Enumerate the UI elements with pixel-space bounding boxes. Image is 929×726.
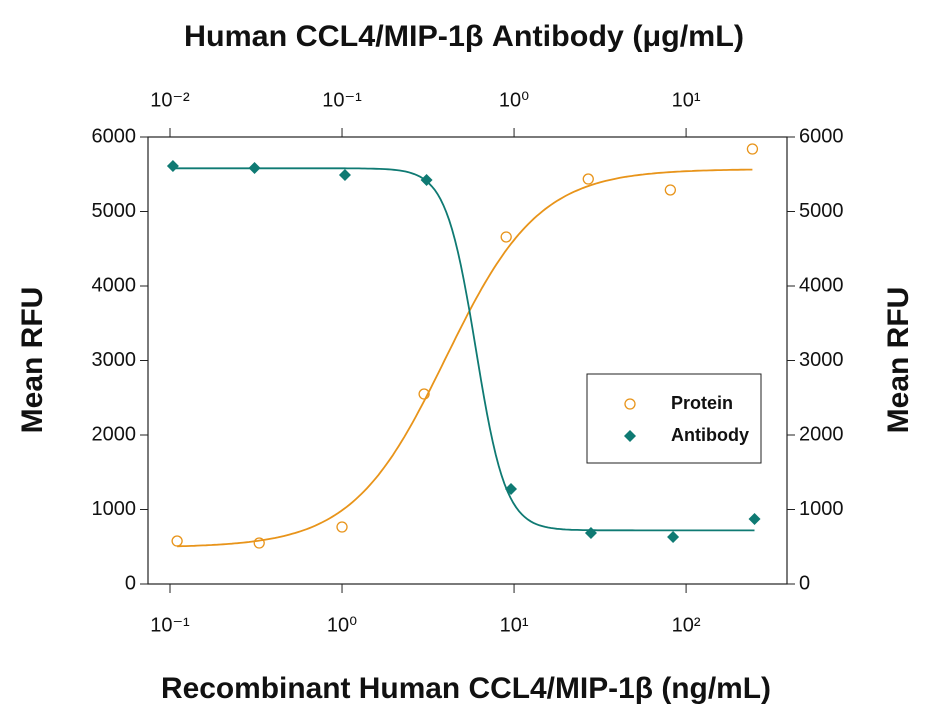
y2-tick-label: 3000 xyxy=(799,349,844,371)
y-tick-label: 0 xyxy=(125,572,136,594)
legend-marker xyxy=(624,430,636,442)
plot-frame xyxy=(147,136,788,585)
data-point xyxy=(664,184,676,196)
y-tick-label: 5000 xyxy=(92,200,137,222)
data-point xyxy=(746,143,759,155)
fit-curve xyxy=(172,167,755,532)
y-tick-label: 4000 xyxy=(92,274,137,296)
y2-tick-label: 2000 xyxy=(799,423,844,445)
data-point xyxy=(248,161,261,174)
data-point xyxy=(338,168,351,181)
legend-box xyxy=(586,373,762,464)
data-point xyxy=(418,388,430,400)
x2-tick-label: 10⁻² xyxy=(150,89,190,111)
y2-tick-label: 6000 xyxy=(799,125,844,147)
legend-label: Antibody xyxy=(671,425,749,445)
data-point xyxy=(748,513,761,526)
y2-tick-label: 4000 xyxy=(799,274,844,296)
y2-tick-label: 1000 xyxy=(799,498,844,520)
y-tick-label: 3000 xyxy=(92,349,137,371)
x2-tick-label: 10⁻¹ xyxy=(322,89,362,111)
x-tick-label: 10² xyxy=(672,614,701,636)
y-tick-label: 1000 xyxy=(92,498,137,520)
y-axis-label: Mean RFU xyxy=(16,287,49,434)
data-point xyxy=(166,159,179,172)
x-tick-label: 10⁻¹ xyxy=(150,614,190,636)
data-point xyxy=(253,537,265,549)
x-axis-label: Recombinant Human CCL4/MIP-1β (ng/mL) xyxy=(161,672,771,705)
data-point xyxy=(582,173,594,185)
y-tick-label: 6000 xyxy=(92,125,137,147)
data-point xyxy=(420,173,433,186)
legend-marker xyxy=(624,398,636,410)
data-point xyxy=(336,521,348,533)
fit-curve xyxy=(177,168,753,548)
legend-label: Protein xyxy=(671,393,733,413)
chart-title: Human CCL4/MIP-1β Antibody (μg/mL) xyxy=(184,20,744,53)
data-point xyxy=(171,535,183,547)
y2-axis-label: Mean RFU xyxy=(882,287,915,434)
y2-tick-label: 5000 xyxy=(799,200,844,222)
data-point xyxy=(667,530,680,543)
x-tick-label: 10⁰ xyxy=(327,614,357,636)
data-point xyxy=(584,526,597,539)
x2-tick-label: 10¹ xyxy=(672,89,701,111)
x-tick-label: 10¹ xyxy=(500,614,529,636)
data-point xyxy=(505,483,518,496)
x2-tick-label: 10⁰ xyxy=(499,89,529,111)
y-tick-label: 2000 xyxy=(92,423,137,445)
y2-tick-label: 0 xyxy=(799,572,810,594)
data-point xyxy=(500,231,512,243)
